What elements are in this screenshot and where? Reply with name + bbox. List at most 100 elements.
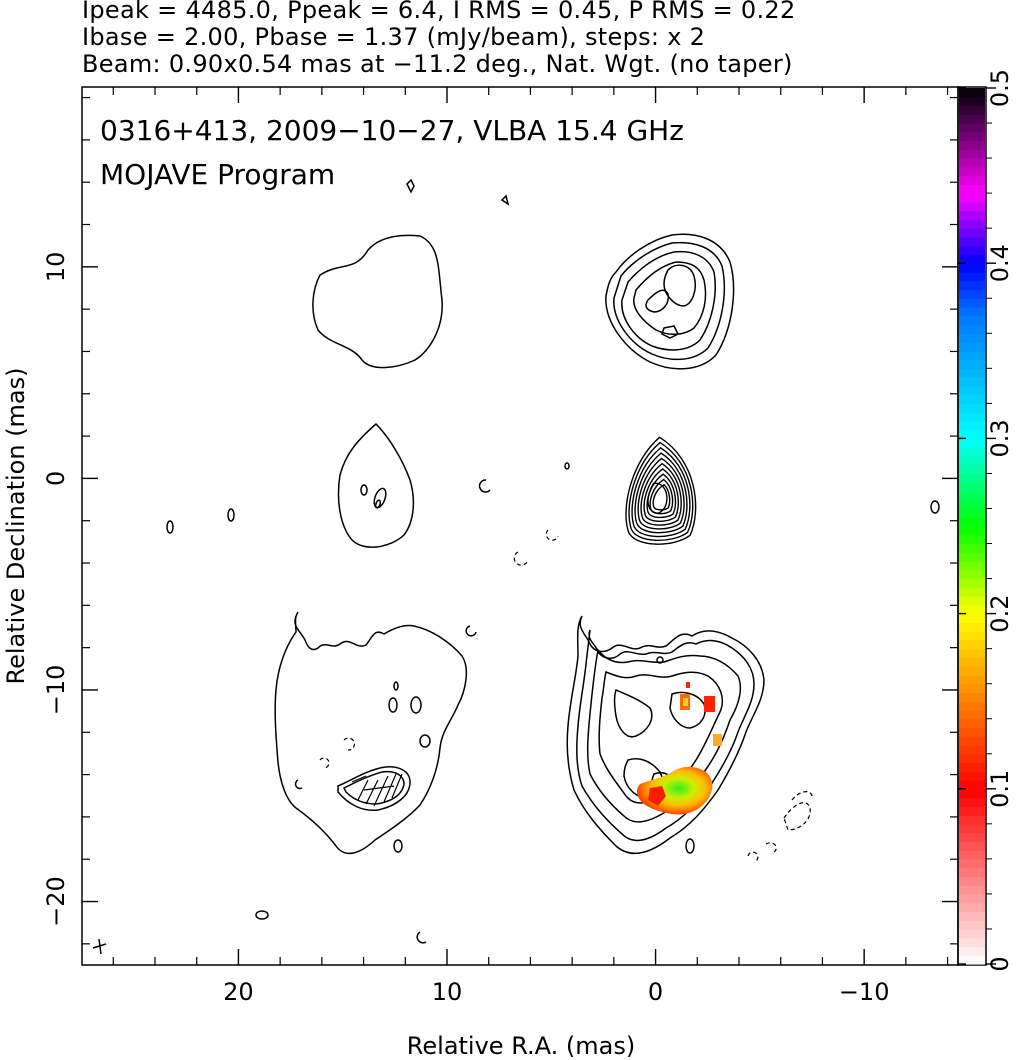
colorbar-cell — [959, 429, 985, 439]
colorbar-cell — [959, 569, 985, 580]
y-tick-label: 10 — [42, 252, 70, 283]
colorbar-cell — [959, 210, 985, 220]
colorbar-cell — [959, 280, 985, 291]
colorbar-cell — [959, 762, 985, 772]
colorbar-cell — [959, 709, 985, 720]
colorbar-cell — [959, 490, 985, 501]
colorbar-tick-label: 0.5 — [986, 69, 1014, 107]
colorbar-cell — [959, 377, 985, 387]
colorbar-cell — [959, 561, 985, 571]
colorbar-cell — [959, 201, 985, 212]
core-contour — [649, 478, 674, 515]
core-contour — [631, 446, 691, 538]
polarization-spot-main-edge — [648, 786, 666, 806]
core-contour — [634, 452, 688, 534]
colorbar-cell — [959, 438, 985, 448]
colorbar-cell — [959, 412, 985, 422]
colorbar-cell — [959, 543, 985, 553]
colorbar-cell — [959, 534, 985, 545]
colorbar-tick-label: 0.3 — [986, 419, 1014, 457]
colorbar-cell — [959, 674, 985, 685]
colorbar-cell — [959, 298, 985, 308]
program-annotation: MOJAVE Program — [100, 158, 335, 191]
axis-ticks: 20 10 0 −10 10 0 −10 −20 — [42, 87, 958, 1006]
plot-frame — [81, 86, 959, 966]
colorbar-cell — [959, 420, 985, 431]
y-tick-label: −10 — [42, 665, 70, 716]
core-contour — [652, 483, 671, 511]
core-peak-point — [655, 478, 656, 479]
colorbar-cell — [959, 193, 985, 203]
contour-panel-top-right — [605, 233, 735, 370]
colorbar-cell — [959, 88, 985, 98]
header-line-1: Ipeak = 4485.0, Ppeak = 6.4, I RMS = 0.4… — [82, 0, 796, 24]
colorbar-cell — [959, 403, 985, 413]
colorbar-cell — [959, 928, 985, 939]
colorbar-cell — [959, 236, 985, 247]
colorbar-cell — [959, 105, 985, 115]
colorbar-cell — [959, 815, 985, 825]
colorbar-cell — [959, 140, 985, 150]
colorbar-cell — [959, 648, 985, 658]
colorbar-cell — [959, 937, 985, 948]
colorbar-cell — [959, 727, 985, 737]
colorbar-cell — [959, 271, 985, 282]
colorbar-cell — [959, 350, 985, 361]
colorbar-cell — [959, 701, 985, 711]
y-tick-label: −20 — [42, 876, 70, 927]
contour-panel-middle-left — [337, 422, 415, 548]
contour-panel-middle-right — [625, 436, 697, 545]
colorbar-cell — [959, 596, 985, 606]
colorbar-cell — [959, 911, 985, 921]
colorbar-cell — [959, 184, 985, 194]
y-tick-label: 0 — [42, 471, 70, 486]
x-tick-label: 10 — [432, 978, 463, 1006]
colorbar-cell — [959, 245, 985, 256]
colorbar-cell — [959, 832, 985, 842]
colorbar-cell — [959, 342, 985, 352]
polarization-spot-d — [686, 682, 690, 688]
polarization-spot-c — [713, 734, 722, 746]
colorbar-cell — [959, 771, 985, 781]
polarization-spot-a-core — [683, 698, 688, 706]
source-annotation: 0316+413, 2009−10−27, VLBA 15.4 GHz — [100, 114, 684, 147]
colorbar-cell — [959, 604, 985, 615]
colorbar-cell — [959, 639, 985, 650]
colorbar-cell — [959, 96, 985, 107]
colorbar-cell — [959, 876, 985, 886]
colorbar-tick-label: 0.4 — [986, 244, 1014, 282]
contour-panel-bottom-right — [566, 615, 765, 855]
colorbar-cell — [959, 508, 985, 518]
contour-panel-top-left — [312, 178, 443, 369]
colorbar-cell — [959, 692, 985, 702]
colorbar-cell — [959, 622, 985, 632]
core-contour — [643, 468, 679, 522]
core-contour — [640, 462, 682, 526]
colorbar-cell — [959, 850, 985, 860]
colorbar-cell — [959, 333, 985, 343]
colorbar-cell — [959, 955, 985, 965]
colorbar-cell — [959, 613, 985, 623]
colorbar-cell — [959, 359, 985, 369]
colorbar-tick-label: 0 — [986, 956, 1014, 971]
colorbar-cell — [959, 666, 985, 676]
polarization-spot-main — [637, 766, 713, 815]
colorbar-cell — [959, 823, 985, 834]
colorbar-cell — [959, 902, 985, 913]
colorbar-cell — [959, 920, 985, 930]
colorbar-cell — [959, 228, 985, 238]
colorbar-frame — [957, 86, 987, 966]
x-tick-label: −10 — [839, 978, 890, 1006]
colorbar-cell — [959, 289, 985, 299]
colorbar-cell — [959, 797, 985, 807]
colorbar-cell — [959, 263, 985, 273]
colorbar-cell — [959, 893, 985, 904]
colorbar-cell — [959, 385, 985, 396]
colorbar-cell — [959, 482, 985, 492]
colorbar-cell — [959, 473, 985, 483]
colorbar-cell — [959, 780, 985, 790]
core-contour — [637, 457, 685, 530]
colorbar-cell — [959, 841, 985, 851]
colorbar-cell — [959, 657, 985, 667]
y-axis-label: Relative Declination (mas) — [2, 367, 30, 684]
